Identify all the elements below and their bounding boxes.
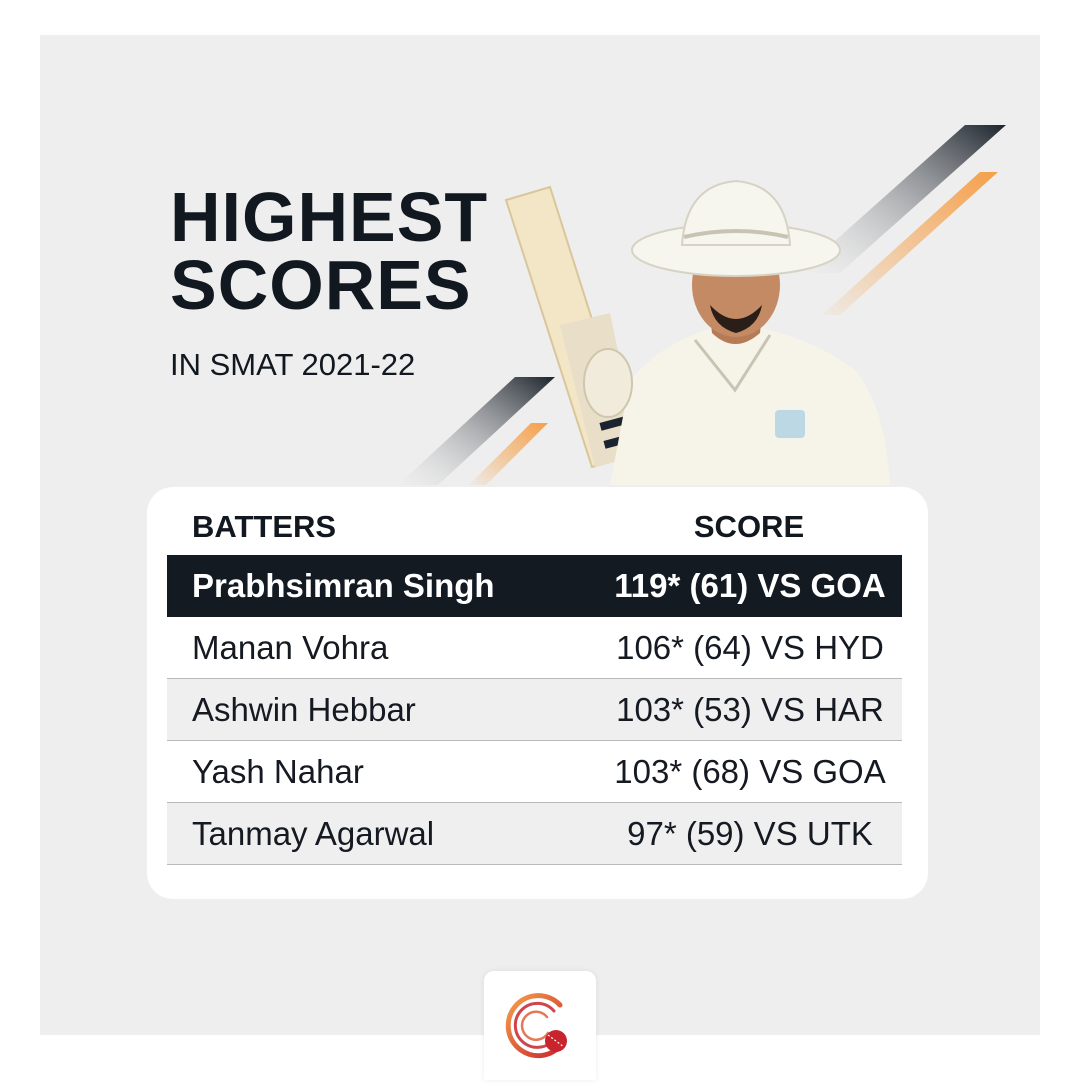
batter-score: 103* (68) VS GOA bbox=[614, 753, 886, 790]
batter-name: Tanmay Agarwal bbox=[192, 815, 435, 852]
column-header-score: SCORE bbox=[693, 509, 805, 544]
batter-score: 103* (53) VS HAR bbox=[616, 691, 884, 728]
table-header: BATTERS SCORE bbox=[167, 501, 902, 553]
stripe-dark-top bbox=[799, 125, 1006, 273]
background-panel: HIGHEST SCORES IN SMAT 2021-22 bbox=[40, 35, 1040, 1035]
sun-hat-icon bbox=[631, 179, 841, 277]
batter-name: Prabhsimran Singh bbox=[192, 567, 495, 604]
table-row: Tanmay Agarwal 97* (59) VS UTK bbox=[167, 803, 902, 865]
column-header-batters: BATTERS bbox=[192, 509, 337, 544]
page-title: HIGHEST SCORES bbox=[170, 182, 488, 320]
shirt-shape bbox=[610, 325, 890, 485]
stripe-dark-bottom bbox=[398, 377, 555, 485]
table-row: Manan Vohra 106* (64) VS HYD bbox=[167, 617, 902, 679]
stripe-orange-bottom bbox=[469, 423, 548, 485]
brand-logo-tab bbox=[484, 971, 596, 1080]
batter-photo bbox=[504, 179, 890, 485]
batter-score: 97* (59) VS UTK bbox=[627, 815, 873, 852]
page-subtitle: IN SMAT 2021-22 bbox=[170, 347, 416, 382]
decorative-stripes bbox=[398, 125, 1006, 485]
cricket-ball-logo-icon bbox=[505, 993, 567, 1059]
batter-name: Ashwin Hebbar bbox=[192, 691, 416, 728]
table-row-highlighted: Prabhsimran Singh 119* (61) VS GOA bbox=[167, 555, 902, 617]
table-row: Ashwin Hebbar 103* (53) VS HAR bbox=[167, 679, 902, 741]
table-body: Prabhsimran Singh 119* (61) VS GOA Manan… bbox=[167, 555, 902, 865]
batter-score: 119* (61) VS GOA bbox=[614, 567, 886, 604]
title-line-2: SCORES bbox=[170, 246, 472, 324]
cricket-bat-icon bbox=[504, 185, 640, 469]
batter-name: Manan Vohra bbox=[192, 629, 389, 666]
table-row: Yash Nahar 103* (68) VS GOA bbox=[167, 741, 902, 803]
batter-name: Yash Nahar bbox=[192, 753, 364, 790]
scores-table-card: BATTERS SCORE Prabhsimran Singh 119* (61… bbox=[147, 487, 928, 899]
title-line-1: HIGHEST bbox=[170, 178, 489, 256]
batter-score: 106* (64) VS HYD bbox=[616, 629, 884, 666]
stripe-orange-top bbox=[822, 172, 998, 315]
